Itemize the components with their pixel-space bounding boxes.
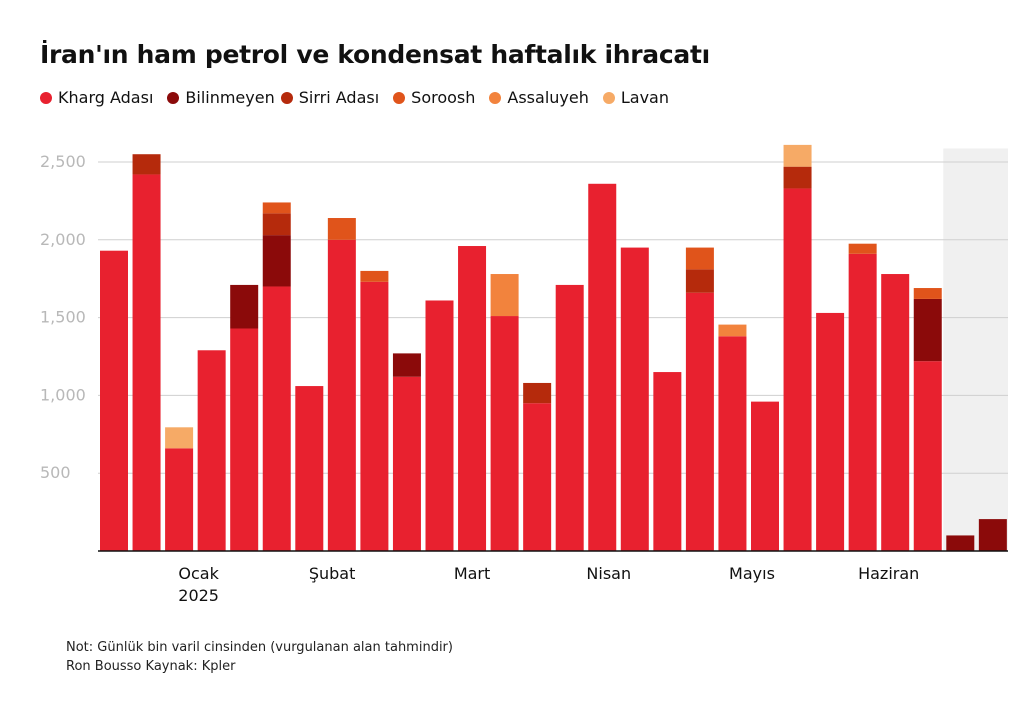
legend-label-sirri: Sirri Adası: [298, 88, 380, 107]
bar-segment: [653, 372, 682, 551]
bar-segment: [783, 144, 812, 167]
bar-segment: [913, 298, 942, 362]
legend-swatch-sirri: [280, 91, 293, 104]
bar-segment: [262, 286, 291, 551]
x-tick-sublabel: 2025: [178, 586, 219, 605]
legend-swatch-lavan: [602, 91, 615, 104]
legend-item-soroosh: Soroosh: [393, 88, 475, 107]
bar-segment: [458, 246, 487, 552]
legend-item-bilinmeyen: Bilinmeyen: [167, 88, 275, 107]
legend-item-kharg: Kharg Adası: [40, 88, 153, 107]
bar-segment: [718, 324, 747, 337]
legend-label-kharg: Kharg Adası: [58, 88, 154, 107]
chart-legend: Kharg Adası Bilinmeyen Sirri Adası Soroo…: [40, 88, 683, 107]
bar-segment: [913, 361, 942, 551]
legend-swatch-assaluyeh: [489, 91, 502, 104]
legend-label-bilinmeyen: Bilinmeyen: [185, 88, 275, 107]
bar-segment: [262, 235, 291, 287]
bar-segment: [620, 247, 649, 551]
bar-segment: [262, 202, 291, 214]
note-line-source: Ron Bousso Kaynak: Kpler: [66, 659, 236, 674]
bar-segment: [262, 213, 291, 236]
bar-segment: [327, 239, 356, 552]
bar-segment: [946, 535, 975, 551]
bar-segment: [881, 274, 910, 551]
bar-segment: [197, 350, 226, 551]
bar-segment: [230, 328, 259, 551]
chart-title: İran'ın ham petrol ve kondensat haftalık…: [40, 40, 710, 69]
legend-label-lavan: Lavan: [620, 88, 669, 107]
bar-segment: [848, 243, 877, 254]
x-tick-label: Nisan: [586, 564, 631, 583]
legend-label-assaluyeh: Assaluyeh: [507, 88, 589, 107]
bar-segment: [848, 253, 877, 551]
bar-segment: [685, 247, 714, 270]
bar-segment: [685, 269, 714, 293]
bar-segment: [555, 284, 584, 551]
y-tick-label: 2,500: [40, 152, 86, 171]
bar-segment: [523, 403, 552, 551]
bar-segment: [490, 274, 519, 317]
bar-segment: [360, 270, 389, 282]
note-line-unit: Not: Günlük bin varil cinsinden (vurgula…: [66, 640, 453, 655]
legend-item-sirri: Sirri Adası: [280, 88, 380, 107]
bar-segment: [295, 386, 324, 551]
x-tick-label: Haziran: [858, 564, 919, 583]
bar-segment: [327, 218, 356, 240]
bar-segment: [490, 316, 519, 551]
legend-item-assaluyeh: Assaluyeh: [489, 88, 589, 107]
bar-segment: [913, 288, 942, 299]
bar-segment: [392, 376, 421, 551]
bar-segment: [165, 427, 194, 449]
bar-segment: [783, 188, 812, 551]
bar-segment: [523, 382, 552, 404]
bar-segment: [425, 300, 454, 551]
estimated-region: [943, 148, 1008, 551]
bar-segment: [392, 353, 421, 377]
bar-segment: [718, 336, 747, 551]
bar-segment: [751, 401, 779, 551]
bar-segment: [816, 312, 845, 551]
bar-segment: [360, 281, 389, 551]
bar-segment: [132, 154, 161, 175]
bar-segment: [132, 174, 161, 551]
bar-segment: [588, 183, 617, 551]
legend-swatch-kharg: [40, 91, 52, 104]
bar-segment: [978, 519, 1007, 551]
y-tick-label: 1,000: [40, 385, 86, 404]
x-tick-label: Mart: [454, 564, 490, 583]
y-tick-label: 2,000: [40, 230, 86, 249]
legend-swatch-bilinmeyen: [167, 91, 180, 104]
legend-label-soroosh: Soroosh: [411, 88, 476, 107]
bar-segment: [783, 166, 812, 189]
x-tick-label: Ocak: [178, 564, 219, 583]
bar-segment: [685, 292, 714, 551]
bar-segment: [100, 250, 128, 551]
bar-segment: [165, 448, 194, 551]
y-tick-label: 500: [40, 463, 71, 482]
x-tick-label: Mayıs: [729, 564, 775, 583]
legend-swatch-soroosh: [393, 91, 406, 104]
bar-segment: [230, 284, 259, 329]
x-tick-label: Şubat: [309, 564, 356, 583]
y-tick-label: 1,500: [40, 308, 86, 327]
chart-notes: Not: Günlük bin varil cinsinden (vurgula…: [66, 638, 453, 676]
legend-item-lavan: Lavan: [602, 88, 669, 107]
